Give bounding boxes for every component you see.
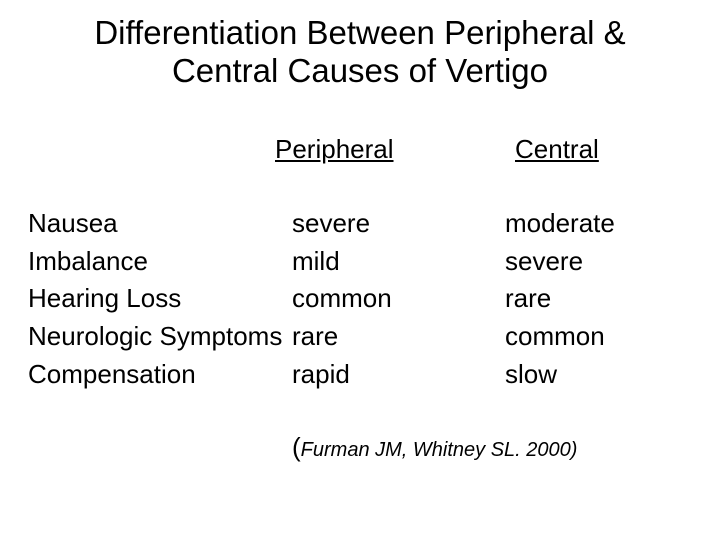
cell-central: severe (505, 243, 615, 281)
cell-central: moderate (505, 205, 615, 243)
row-label: Neurologic Symptoms (28, 318, 282, 356)
title-line-1: Differentiation Between Peripheral & (94, 14, 625, 51)
column-central: moderate severe rare common slow (505, 205, 615, 393)
row-label: Nausea (28, 205, 282, 243)
cell-central: common (505, 318, 615, 356)
row-label: Hearing Loss (28, 280, 282, 318)
cell-central: rare (505, 280, 615, 318)
cell-peripheral: rapid (292, 356, 392, 394)
row-label: Imbalance (28, 243, 282, 281)
column-peripheral: severe mild common rare rapid (292, 205, 392, 393)
cell-peripheral: severe (292, 205, 392, 243)
slide: Differentiation Between Peripheral & Cen… (0, 0, 720, 540)
cell-peripheral: mild (292, 243, 392, 281)
title-line-2: Central Causes of Vertigo (172, 52, 548, 89)
cell-peripheral: common (292, 280, 392, 318)
row-label: Compensation (28, 356, 282, 394)
slide-title: Differentiation Between Peripheral & Cen… (0, 14, 720, 90)
cell-central: slow (505, 356, 615, 394)
cell-peripheral: rare (292, 318, 392, 356)
citation: (Furman JM, Whitney SL. 2000) (292, 432, 577, 463)
column-header-central: Central (515, 134, 599, 165)
citation-open-paren: ( (292, 432, 301, 462)
column-header-peripheral: Peripheral (275, 134, 394, 165)
citation-text: Furman JM, Whitney SL. 2000) (301, 439, 578, 461)
row-labels: Nausea Imbalance Hearing Loss Neurologic… (28, 205, 282, 393)
